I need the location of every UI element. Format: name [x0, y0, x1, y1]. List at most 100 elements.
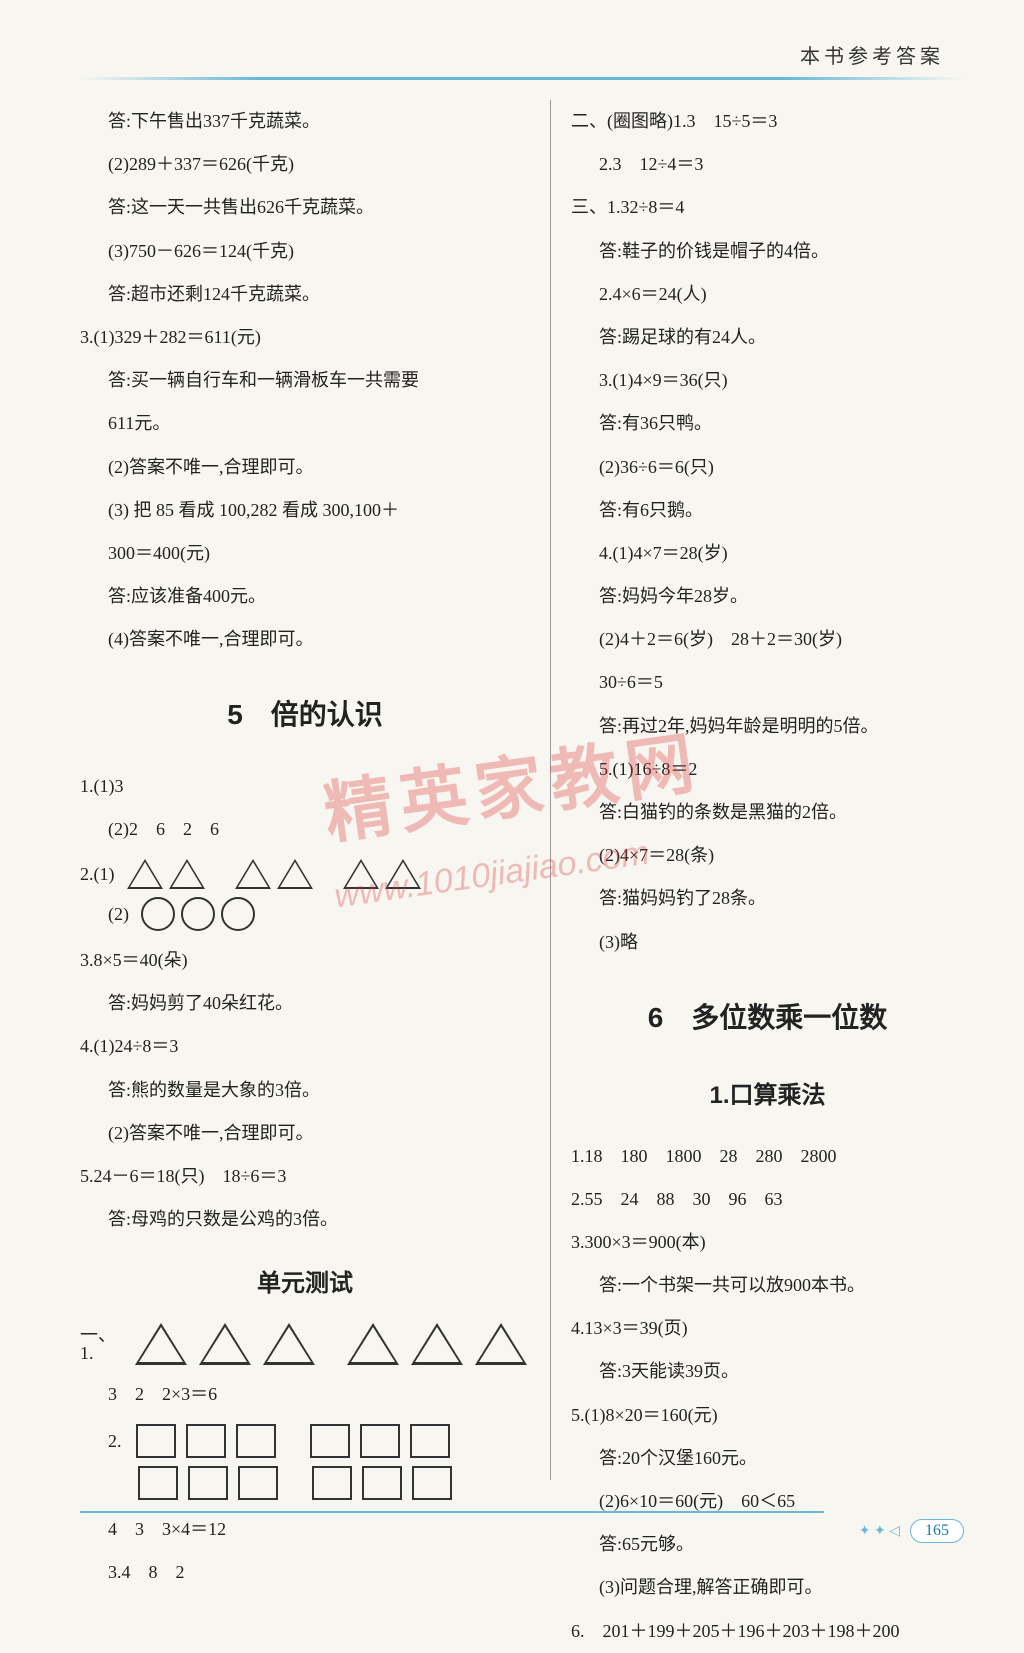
answer-line: (2)4＋2＝6(岁) 28＋2＝30(岁): [571, 618, 964, 661]
footer-decoration-icon: ✦ ✦ ◁: [859, 1523, 900, 1540]
triangle-icon: [347, 1323, 399, 1365]
circle-icon: [181, 897, 215, 931]
answer-line: (2)36÷6＝6(只): [571, 446, 964, 489]
section-6-1-title: 1.口算乘法: [571, 1067, 964, 1125]
answer-line: 答:母鸡的只数是公鸡的3倍。: [80, 1198, 530, 1241]
triangle-row-unit-1: 一、1.: [80, 1323, 530, 1365]
square-icon: [188, 1466, 228, 1500]
answer-line: (2)4×7＝28(条): [571, 834, 964, 877]
bottom-wave-decoration: [80, 1511, 824, 1513]
answer-line: 30÷6＝5: [571, 661, 964, 704]
chapter-6-title: 6 多位数乘一位数: [571, 984, 964, 1051]
answer-line: (3)问题合理,解答正确即可。: [571, 1566, 964, 1609]
answer-line: (3)略: [571, 921, 964, 964]
answer-line: 答:3天能读39页。: [571, 1350, 964, 1393]
answer-line: 答:猫妈妈钓了28条。: [571, 877, 964, 920]
answer-line: 1.(1)3: [80, 765, 530, 808]
answer-line: (2)289＋337＝626(千克): [80, 143, 530, 186]
answer-line: 4.(1)4×7＝28(岁): [571, 532, 964, 575]
answer-line: 611元。: [80, 402, 530, 445]
circle-row-2-2: (2): [80, 897, 530, 931]
answer-line: 4.(1)24÷8＝3: [80, 1025, 530, 1068]
answer-line: 答:妈妈今年28岁。: [571, 575, 964, 618]
unit-test-title: 单元测试: [80, 1255, 530, 1313]
answer-line: (2)答案不唯一,合理即可。: [80, 446, 530, 489]
circle-icon: [221, 897, 255, 931]
square-icon: [312, 1466, 352, 1500]
top-wave-decoration: [80, 77, 964, 80]
row-label: 一、1.: [80, 1326, 120, 1362]
triangle-icon: [235, 859, 271, 889]
square-icon: [136, 1424, 176, 1458]
right-column: 二、(圈图略)1.3 15÷5＝3 2.3 12÷4＝3 三、1.32÷8＝4 …: [551, 100, 964, 1480]
triangle-icon: [475, 1323, 527, 1365]
answer-line: (4)答案不唯一,合理即可。: [80, 618, 530, 661]
chapter-5-title: 5 倍的认识: [80, 681, 530, 748]
triangle-row-2-1: 2.(1): [80, 859, 530, 889]
answer-line: (2)答案不唯一,合理即可。: [80, 1112, 530, 1155]
answer-line: 4.13×3＝39(页): [571, 1307, 964, 1350]
square-icon: [186, 1424, 226, 1458]
triangle-icon: [343, 859, 379, 889]
square-row-2: [80, 1466, 530, 1500]
answer-line: 3.300×3＝900(本): [571, 1221, 964, 1264]
square-icon: [310, 1424, 350, 1458]
triangle-icon: [411, 1323, 463, 1365]
answer-line: 5.24－6＝18(只) 18÷6＝3: [80, 1155, 530, 1198]
square-icon: [362, 1466, 402, 1500]
two-column-layout: 答:下午售出337千克蔬菜。 (2)289＋337＝626(千克) 答:这一天一…: [80, 100, 964, 1480]
square-icon: [138, 1466, 178, 1500]
square-icon: [412, 1466, 452, 1500]
answer-line: 2.4×6＝24(人): [571, 273, 964, 316]
answer-line: 答:踢足球的有24人。: [571, 316, 964, 359]
page-footer: ✦ ✦ ◁ 165: [859, 1519, 964, 1543]
answer-line: (3)750－626＝124(千克): [80, 230, 530, 273]
triangle-icon: [199, 1323, 251, 1365]
answer-line: 5.(1)8×20＝160(元): [571, 1394, 964, 1437]
answer-line: 2.3 12÷4＝3: [571, 143, 964, 186]
answer-line: (2)6×10＝60(元) 60＜65: [571, 1480, 964, 1523]
answer-line: 答:这一天一共售出626千克蔬菜。: [80, 186, 530, 229]
answer-line: 答:熊的数量是大象的3倍。: [80, 1069, 530, 1112]
triangle-icon: [127, 859, 163, 889]
row-label: 2.: [108, 1432, 122, 1450]
answer-line: 三、1.32÷8＝4: [571, 186, 964, 229]
square-icon: [236, 1424, 276, 1458]
answer-line: 二、(圈图略)1.3 15÷5＝3: [571, 100, 964, 143]
triangle-icon: [169, 859, 205, 889]
answer-line: 答:20个汉堡160元。: [571, 1437, 964, 1480]
circle-icon: [141, 897, 175, 931]
answer-line: 答:白猫钓的条数是黑猫的2倍。: [571, 791, 964, 834]
answer-line: 3.(1)329＋282＝611(元): [80, 316, 530, 359]
square-icon: [410, 1424, 450, 1458]
answer-line: 答:鞋子的价钱是帽子的4倍。: [571, 230, 964, 273]
answer-line: 答:有6只鹅。: [571, 489, 964, 532]
answer-line: 答:应该准备400元。: [80, 575, 530, 618]
answer-line: 答:有36只鸭。: [571, 402, 964, 445]
triangle-icon: [385, 859, 421, 889]
answer-line: 3.4 8 2: [80, 1551, 530, 1594]
answer-line: 3.(1)4×9＝36(只): [571, 359, 964, 402]
row-label: 2.(1): [80, 865, 115, 883]
triangle-icon: [263, 1323, 315, 1365]
answer-line: 3 2 2×3＝6: [80, 1373, 530, 1416]
answer-line: 答:买一辆自行车和一辆滑板车一共需要: [80, 359, 530, 402]
row-label: (2): [108, 905, 129, 923]
square-row-1: 2.: [80, 1424, 530, 1458]
answer-line: 答:超市还剩124千克蔬菜。: [80, 273, 530, 316]
answer-line: 3.8×5＝40(朵): [80, 939, 530, 982]
square-icon: [238, 1466, 278, 1500]
answer-line: 答:一个书架一共可以放900本书。: [571, 1264, 964, 1307]
page-header: 本书参考答案: [80, 40, 964, 69]
answer-line: 2.55 24 88 30 96 63: [571, 1178, 964, 1221]
answer-line: 5.(1)16÷8＝2: [571, 748, 964, 791]
answer-line: 6. 201＋199＋205＋196＋203＋198＋200: [571, 1610, 964, 1653]
left-column: 答:下午售出337千克蔬菜。 (2)289＋337＝626(千克) 答:这一天一…: [80, 100, 550, 1480]
answer-line: 答:再过2年,妈妈年龄是明明的5倍。: [571, 705, 964, 748]
answer-line: 1.18 180 1800 28 280 2800: [571, 1135, 964, 1178]
answer-line: (2)2 6 2 6: [80, 808, 530, 851]
answer-line: (3) 把 85 看成 100,282 看成 300,100＋: [80, 489, 530, 532]
triangle-icon: [135, 1323, 187, 1365]
answer-line: 答:妈妈剪了40朵红花。: [80, 982, 530, 1025]
square-icon: [360, 1424, 400, 1458]
